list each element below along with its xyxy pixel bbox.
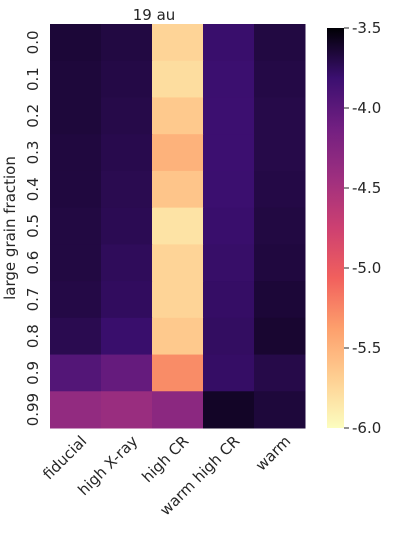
heatmap-cell [152,134,204,172]
heatmap-cells [50,24,306,429]
heatmap-cell [50,207,102,245]
heatmap-cell [254,60,306,98]
heatmap-cell [101,317,153,356]
heatmap-cell [101,354,153,392]
y-tick-label: 0.0 [24,30,42,54]
heatmap-cell [152,244,204,282]
y-tick-label: 0.2 [24,104,42,128]
y-tick-label: 0.8 [24,324,42,348]
heatmap-cell [254,354,306,392]
heatmap-cell [152,24,204,62]
heatmap-cell [203,170,255,209]
colorbar-tick-label: -4.0 [352,99,381,117]
heatmap-cell [152,97,204,135]
heatmap-cell [50,354,102,392]
heatmap-cell [254,207,306,245]
heatmap-cell [152,170,204,209]
heatmap-cell [101,281,153,319]
x-tick-label: fiducial [39,432,90,483]
heatmap-cell [152,60,204,98]
y-tick-label: 0.1 [24,67,42,91]
heatmap-cell [50,97,102,135]
y-tick-label: 0.4 [24,177,42,201]
heatmap-cell [50,391,102,429]
y-tick-labels: 0.0 0.1 0.2 0.3 0.4 0.5 0.6 0.7 0.8 0.9 0.99 [24,30,42,426]
heatmap-cell [254,281,306,319]
heatmap-cell [101,244,153,282]
heatmap-cell [203,354,255,392]
heatmap-cell [50,60,102,98]
heatmap-cell [152,207,204,245]
heatmap-cell [254,244,306,282]
colorbar: -3.5 -4.0 -4.5 -5.0 -5.5 -6.0 [327,19,381,437]
y-tick-label: 0.6 [24,251,42,275]
heatmap-cell [203,244,255,282]
heatmap-cell [254,391,306,429]
heatmap-cell [152,354,204,392]
heatmap-cell [50,134,102,172]
heatmap-cell [254,24,306,62]
heatmap-cell [203,60,255,98]
chart-title: 19 au [133,6,176,24]
heatmap-cell [152,281,204,319]
heatmap-cell [203,24,255,62]
heatmap-cell [101,24,153,62]
y-tick-label: 0.5 [24,214,42,238]
heatmap-cell [50,281,102,319]
heatmap-cell [50,170,102,209]
colorbar-tick-label: -5.5 [352,339,381,357]
heatmap-cell [203,134,255,172]
y-tick-label: 0.3 [24,141,42,165]
heatmap-cell [203,281,255,319]
heatmap-cell [101,170,153,209]
colorbar-tick-label: -3.5 [352,19,381,37]
colorbar-tick-label: -6.0 [352,419,381,437]
heatmap-cell [50,244,102,282]
heatmap-cell [50,24,102,62]
heatmap-cell [152,317,204,356]
heatmap-cell [101,97,153,135]
y-tick-label: 0.7 [24,288,42,312]
heatmap-cell [254,170,306,209]
heatmap-cell [152,391,204,429]
colorbar-tick-label: -4.5 [352,179,381,197]
heatmap-cell [203,317,255,356]
heatmap-cell [101,207,153,245]
heatmap-cell [101,391,153,429]
colorbar-tick-label: -5.0 [352,259,381,277]
heatmap-cell [254,134,306,172]
heatmap-cell [254,317,306,356]
heatmap-cell [203,207,255,245]
y-axis-label: large grain fraction [1,156,19,300]
colorbar-gradient [327,28,344,428]
colorbar-tick-labels: -3.5 -4.0 -4.5 -5.0 -5.5 -6.0 [344,19,381,437]
x-tick-label: warm [252,432,294,474]
heatmap-cell [50,317,102,356]
heatmap-cell [203,391,255,429]
heatmap-cell [254,97,306,135]
heatmap-cell [101,60,153,98]
heatmap-cell [101,134,153,172]
heatmap-cell [203,97,255,135]
y-tick-label: 0.9 [24,361,42,385]
y-tick-label: 0.99 [24,393,42,426]
